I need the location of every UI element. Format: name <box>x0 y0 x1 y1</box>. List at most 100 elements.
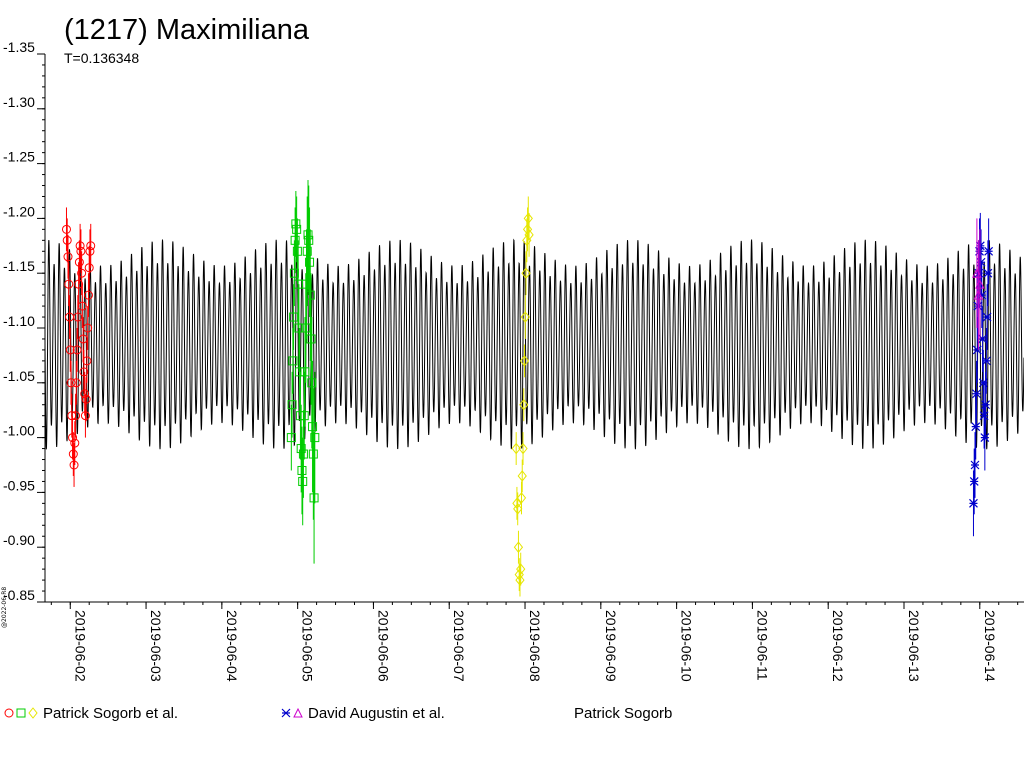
data-point <box>69 443 79 487</box>
y-tick-label: -1.20 <box>3 203 35 219</box>
model-curve <box>44 238 1024 450</box>
axes-layer: -1.35 -1.30 -1.25 -1.20 -1.15 -1.10 -1.05 -1.00… <box>3 39 1024 682</box>
series-0-circle <box>61 207 96 487</box>
data-point <box>523 196 533 241</box>
data-point <box>304 185 314 296</box>
x-tick-label: 2019-06-02 <box>72 610 88 682</box>
data-point <box>81 377 91 422</box>
data-point <box>300 317 310 427</box>
x-tick-label: 2019-06-04 <box>224 610 240 682</box>
data-point <box>75 223 85 268</box>
y-tick-label: -0.85 <box>3 587 35 603</box>
x-tick-label: 2019-06-03 <box>148 610 164 682</box>
data-point <box>80 371 90 416</box>
chart-title: (1217) Maximiliana <box>64 14 310 46</box>
x-tick-label: 2019-06-09 <box>603 610 619 682</box>
data-point <box>971 393 981 460</box>
data-point <box>70 421 80 465</box>
data-point <box>305 229 315 361</box>
data-point <box>71 360 81 405</box>
series-2-diamond <box>511 196 534 597</box>
x-tick-label: 2019-06-06 <box>375 610 391 682</box>
data-point <box>521 251 531 296</box>
legend-entry-2: Patrick Sogorb <box>574 705 672 722</box>
data-point <box>297 426 307 515</box>
y-tick-label: -1.25 <box>3 149 35 165</box>
data-point <box>76 229 86 274</box>
data-point <box>82 338 92 383</box>
data-point <box>66 360 76 405</box>
data-point <box>516 481 527 515</box>
series-1-square <box>286 180 320 564</box>
observation-points-layer <box>61 180 994 597</box>
data-point <box>291 191 301 257</box>
data-point <box>62 218 72 263</box>
y-tick-label: -1.10 <box>3 313 35 329</box>
data-point <box>294 284 304 372</box>
series-4-triangle <box>972 218 985 350</box>
legend-entry-0: Patrick Sogorb et al. <box>4 705 178 722</box>
x-tick-label: 2019-06-05 <box>300 610 316 682</box>
data-point <box>298 410 308 498</box>
data-point <box>514 558 524 592</box>
legend-label: Patrick Sogorb et al. <box>43 705 178 722</box>
data-point <box>515 563 525 597</box>
data-point <box>511 432 521 465</box>
data-point <box>68 415 78 460</box>
legend-entry-1: David Augustin et al. <box>281 705 445 722</box>
x-tick-label: 2019-06-10 <box>679 610 695 682</box>
data-point <box>973 240 984 350</box>
data-point <box>287 371 297 438</box>
y-tick-label: -1.30 <box>3 94 35 110</box>
data-point <box>520 295 530 339</box>
data-point <box>298 437 308 526</box>
data-point <box>65 295 75 339</box>
x-tick-label: 2019-06-08 <box>527 610 543 682</box>
data-point <box>83 273 93 318</box>
data-point <box>299 371 309 460</box>
data-point <box>295 328 305 416</box>
data-point <box>969 448 979 515</box>
data-point <box>984 218 994 285</box>
data-point <box>302 196 312 307</box>
data-point <box>975 229 985 339</box>
data-point <box>65 328 75 372</box>
data-point <box>77 251 87 296</box>
data-point <box>84 245 94 290</box>
data-point <box>290 207 300 274</box>
data-point <box>524 212 534 257</box>
data-point <box>72 328 82 372</box>
data-point <box>309 432 319 564</box>
data-point <box>83 306 93 350</box>
data-point <box>982 284 992 350</box>
legend-label: David Augustin et al. <box>308 705 445 722</box>
data-point <box>306 273 316 405</box>
data-point <box>512 486 522 520</box>
model-curve-layer <box>44 238 1024 450</box>
data-point <box>519 388 529 422</box>
data-point <box>64 262 74 307</box>
y-tick-label: -0.95 <box>3 477 35 493</box>
data-point <box>289 284 299 350</box>
data-point <box>307 317 317 449</box>
data-point <box>63 234 73 279</box>
x-tick-label: 2019-06-12 <box>830 610 846 682</box>
y-tick-label: -1.35 <box>3 39 35 55</box>
data-point <box>970 432 980 498</box>
data-point <box>288 328 298 394</box>
data-point <box>308 360 318 493</box>
data-point <box>980 404 990 471</box>
data-point <box>71 393 81 438</box>
data-point <box>73 295 83 339</box>
y-tick-label: -1.05 <box>3 368 35 384</box>
data-point <box>292 218 302 285</box>
data-point <box>981 371 991 438</box>
data-point <box>513 530 524 564</box>
data-point <box>517 459 527 493</box>
x-tick-label: 2019-06-11 <box>754 610 770 681</box>
data-point <box>80 393 90 438</box>
x-tick-label: 2019-06-07 <box>451 610 467 682</box>
data-point <box>77 284 87 328</box>
credit-text: @2022-06-R8 <box>1 587 8 628</box>
